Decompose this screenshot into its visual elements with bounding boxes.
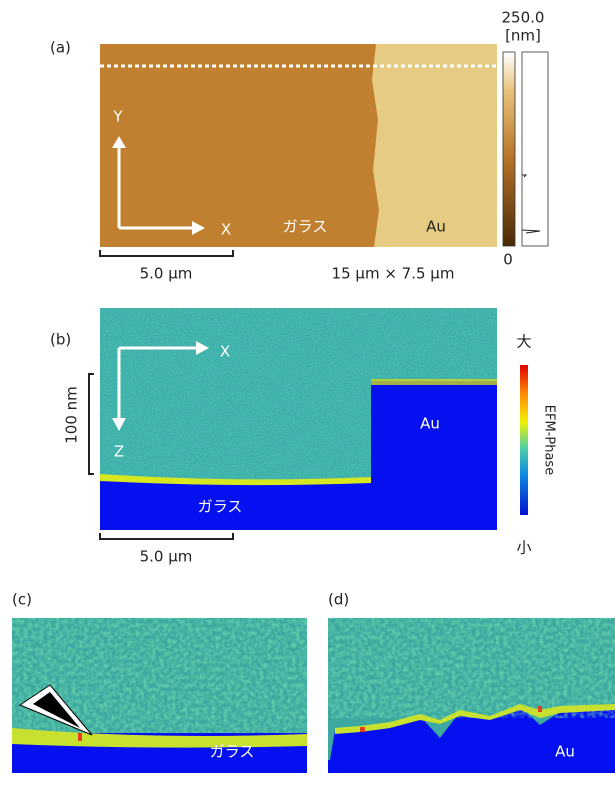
panel-label: (c)	[12, 591, 32, 609]
color-scale	[520, 365, 528, 515]
scale-unit: [nm]	[505, 27, 541, 45]
scale-bar	[99, 250, 234, 257]
scale-bar-label: 5.0 µm	[140, 265, 193, 283]
scale-bar	[99, 533, 234, 540]
region-label: Au	[420, 415, 440, 433]
panel-label: (d)	[328, 591, 349, 609]
region-label: Au	[426, 218, 446, 236]
efm-zoom	[12, 618, 307, 773]
scale-min: 0	[503, 251, 513, 269]
region-label: ガラス	[283, 218, 328, 236]
depth-label: 100 nm	[63, 386, 81, 444]
depth-bracket	[88, 373, 94, 475]
scale-high: 大	[516, 333, 531, 351]
region-label: Au	[555, 743, 575, 761]
axis-label: X	[220, 343, 230, 361]
scale-bar-label: 5.0 µm	[140, 548, 193, 566]
efm-image	[100, 308, 497, 530]
histogram-peaks	[521, 174, 541, 234]
panel-label: (b)	[50, 331, 71, 349]
color-scale	[502, 51, 516, 247]
height-image	[100, 44, 497, 247]
axis-label: Y	[112, 108, 123, 126]
axis-label: Z	[114, 443, 124, 461]
axis-label: X	[221, 221, 231, 239]
image-size: 15 µm × 7.5 µm	[332, 265, 455, 283]
scale-max: 250.0	[502, 9, 545, 27]
histogram	[521, 51, 549, 247]
scale-title: EFM-Phase	[542, 405, 557, 475]
panel-label: (a)	[50, 39, 71, 57]
efm-zoom	[328, 618, 615, 773]
scale-low: 小	[516, 539, 531, 557]
region-label: ガラス	[210, 743, 255, 761]
region-label: ガラス	[198, 498, 243, 516]
